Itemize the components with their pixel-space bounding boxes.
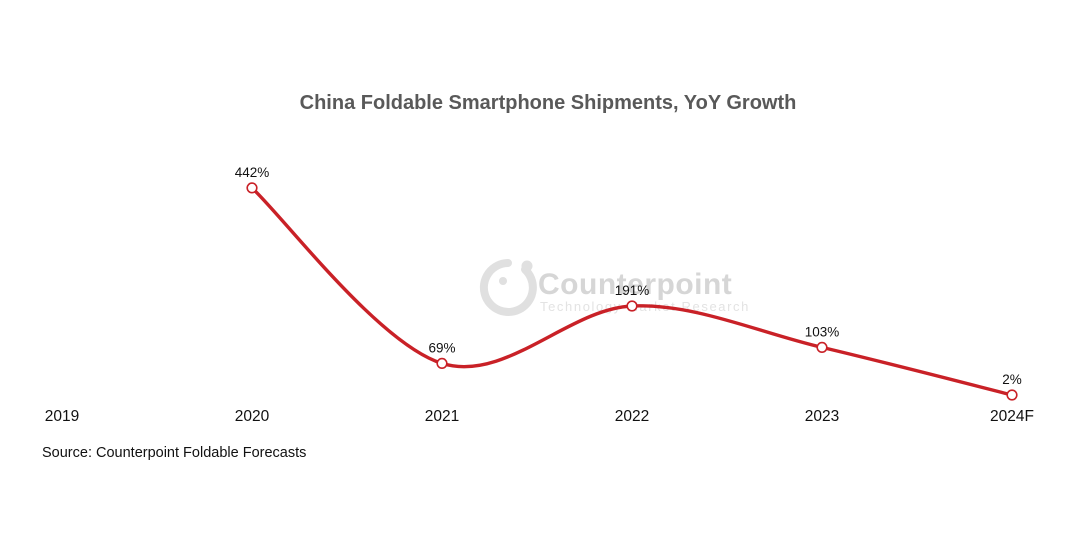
data-point-markers [246, 182, 1018, 401]
source-note: Source: Counterpoint Foldable Forecasts [42, 445, 306, 461]
x-axis-label-2024F: 2024F [990, 408, 1034, 425]
data-point-2023 [816, 341, 828, 354]
x-axis-labels: 2019 2020 2021 2022 2023 2024F [45, 408, 1034, 425]
x-axis-label-2020: 2020 [235, 408, 270, 425]
data-label-2023: 103% [805, 324, 840, 339]
data-point-labels: 442% 69% 191% 103% 2% [235, 165, 1022, 387]
x-axis-label-2019: 2019 [45, 408, 79, 425]
x-axis-label-2022: 2022 [615, 408, 649, 425]
watermark-brand-text: Counterpoint [538, 268, 732, 301]
data-point-2020 [246, 182, 258, 194]
data-label-2021: 69% [428, 340, 455, 355]
data-label-2024F: 2% [1002, 372, 1022, 387]
x-axis-label-2021: 2021 [425, 408, 459, 425]
growth-line-series [250, 186, 1014, 397]
counterpoint-logo-icon [479, 259, 537, 316]
data-point-2022 [626, 300, 638, 312]
data-point-2024F [1006, 389, 1018, 401]
data-label-2020: 442% [235, 165, 270, 180]
chart-title: China Foldable Smartphone Shipments, YoY… [300, 92, 797, 114]
counterpoint-watermark: Counterpoint Technology Market Research [479, 259, 748, 316]
data-point-2021 [436, 357, 448, 370]
data-label-2022: 191% [615, 283, 650, 298]
x-axis-label-2023: 2023 [805, 408, 839, 425]
